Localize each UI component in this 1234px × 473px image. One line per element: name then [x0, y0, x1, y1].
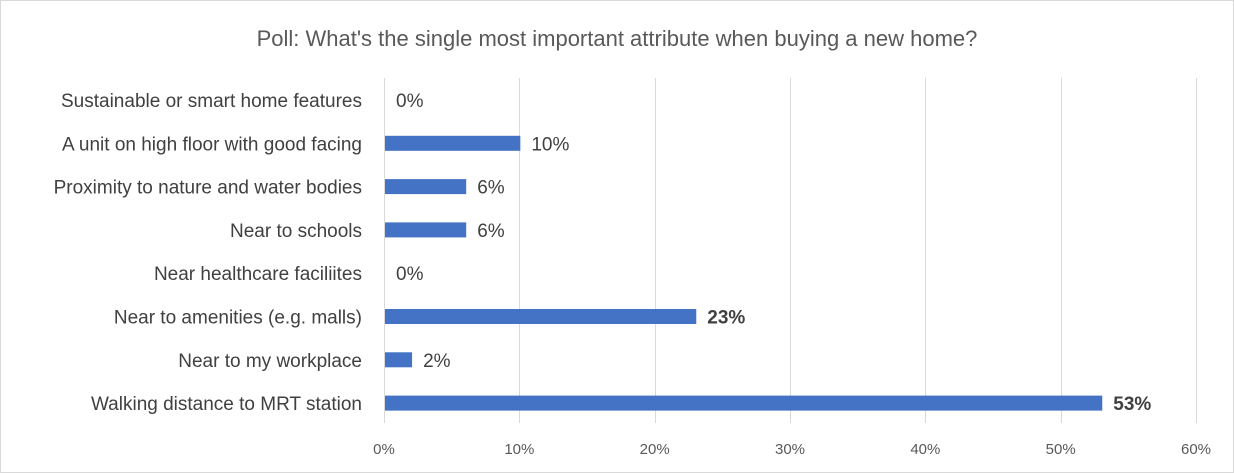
bar [385, 222, 467, 238]
bar [385, 352, 413, 368]
data-labels: 0% 10% 6% 6% 0% 23% 2% 53% [396, 91, 1151, 415]
x-tick-label: 0% [373, 441, 395, 458]
data-label: 2% [423, 351, 451, 372]
data-label: 0% [396, 91, 424, 112]
x-tick-label: 10% [504, 441, 534, 458]
bar [385, 395, 1103, 411]
x-tick-label: 30% [775, 441, 805, 458]
x-tick-label: 40% [910, 441, 940, 458]
category-label: Sustainable or smart home features [61, 91, 362, 112]
category-label: Near to schools [230, 221, 362, 242]
category-label: A unit on high floor with good facing [62, 134, 362, 155]
category-labels: Sustainable or smart home features A unit… [54, 91, 362, 415]
gridlines [519, 78, 1197, 423]
data-label: 10% [531, 134, 569, 155]
data-label: 53% [1113, 394, 1151, 415]
category-label: Near to amenities (e.g. malls) [114, 308, 362, 329]
x-tick-label: 50% [1046, 441, 1076, 458]
x-tick-label: 60% [1181, 441, 1211, 458]
bar [385, 179, 467, 195]
data-label: 6% [477, 221, 505, 242]
bars [385, 135, 1103, 411]
category-label: Near to my workplace [178, 351, 362, 372]
bar [385, 135, 521, 151]
category-label: Near healthcare faciliites [154, 264, 362, 285]
chart-title: Poll: What's the single most important a… [257, 26, 978, 51]
data-label: 0% [396, 264, 424, 285]
bar [385, 309, 697, 324]
x-tick-label: 20% [640, 441, 670, 458]
data-label: 23% [707, 308, 745, 329]
data-label: 6% [477, 178, 505, 199]
category-label: Walking distance to MRT station [91, 394, 362, 415]
x-axis-ticks: 0% 10% 20% 30% 40% 50% 60% [373, 441, 1211, 458]
category-label: Proximity to nature and water bodies [54, 178, 362, 199]
